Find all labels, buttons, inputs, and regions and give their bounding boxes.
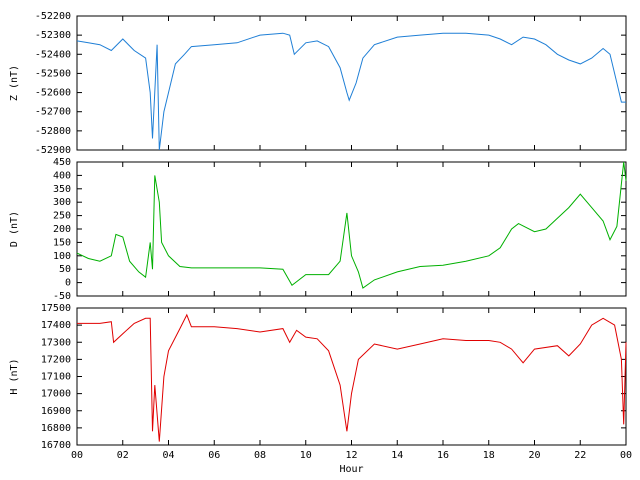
y-tick-label: 17200 — [41, 354, 71, 365]
y-tick-label: 200 — [53, 224, 71, 235]
y-tick-label: 17400 — [41, 320, 71, 331]
y-tick-label: 0 — [65, 278, 71, 289]
y-tick-label: 400 — [53, 170, 71, 181]
data-line — [76, 161, 627, 289]
y-tick-label: -52900 — [35, 145, 71, 156]
x-tick-label: 10 — [300, 450, 312, 461]
y-tick-label: 300 — [53, 197, 71, 208]
data-line — [77, 313, 627, 442]
x-tick-label: 20 — [528, 450, 540, 461]
y-tick-label: 350 — [53, 184, 71, 195]
y-axis-label: D (nT) — [9, 211, 20, 247]
x-tick-label: 06 — [208, 450, 220, 461]
y-tick-label: -52600 — [35, 88, 71, 99]
data-line — [76, 32, 626, 151]
y-tick-label: 16800 — [41, 423, 71, 434]
y-tick-label: 50 — [59, 264, 71, 275]
x-tick-label: 18 — [483, 450, 495, 461]
y-tick-label: -52200 — [35, 11, 71, 22]
x-tick-label: 16 — [437, 450, 449, 461]
x-tick-label: 12 — [345, 450, 357, 461]
y-tick-label: 17100 — [41, 372, 71, 383]
y-axis-label: H (nT) — [9, 358, 20, 394]
x-tick-label: 00 — [71, 450, 83, 461]
x-tick-label: 04 — [162, 450, 174, 461]
y-tick-label: -52300 — [35, 30, 71, 41]
y-tick-label: 17500 — [41, 303, 71, 314]
y-tick-label: -52700 — [35, 107, 71, 118]
y-tick-label: -52400 — [35, 49, 71, 60]
y-tick-label: 450 — [53, 157, 71, 168]
x-tick-label: 00 — [620, 450, 632, 461]
plot-frame — [76, 161, 627, 297]
y-tick-label: 150 — [53, 237, 71, 248]
x-tick-label: 14 — [391, 450, 403, 461]
y-tick-label: -52800 — [35, 126, 71, 137]
y-tick-label: 17000 — [41, 389, 71, 400]
y-tick-label: 16900 — [41, 406, 71, 417]
x-axis-label: Hour — [339, 464, 363, 475]
y-tick-label: -52500 — [35, 68, 71, 79]
y-tick-label: 250 — [53, 211, 71, 222]
y-axis-label: Z (nT) — [9, 65, 20, 101]
y-tick-label: 16700 — [41, 440, 71, 451]
x-tick-label: 22 — [574, 450, 586, 461]
plot-frame — [76, 307, 627, 446]
x-tick-label: 08 — [254, 450, 266, 461]
y-tick-label: 17300 — [41, 337, 71, 348]
y-tick-label: 100 — [53, 251, 71, 262]
y-tick-label: -50 — [53, 291, 71, 302]
x-tick-label: 02 — [117, 450, 129, 461]
